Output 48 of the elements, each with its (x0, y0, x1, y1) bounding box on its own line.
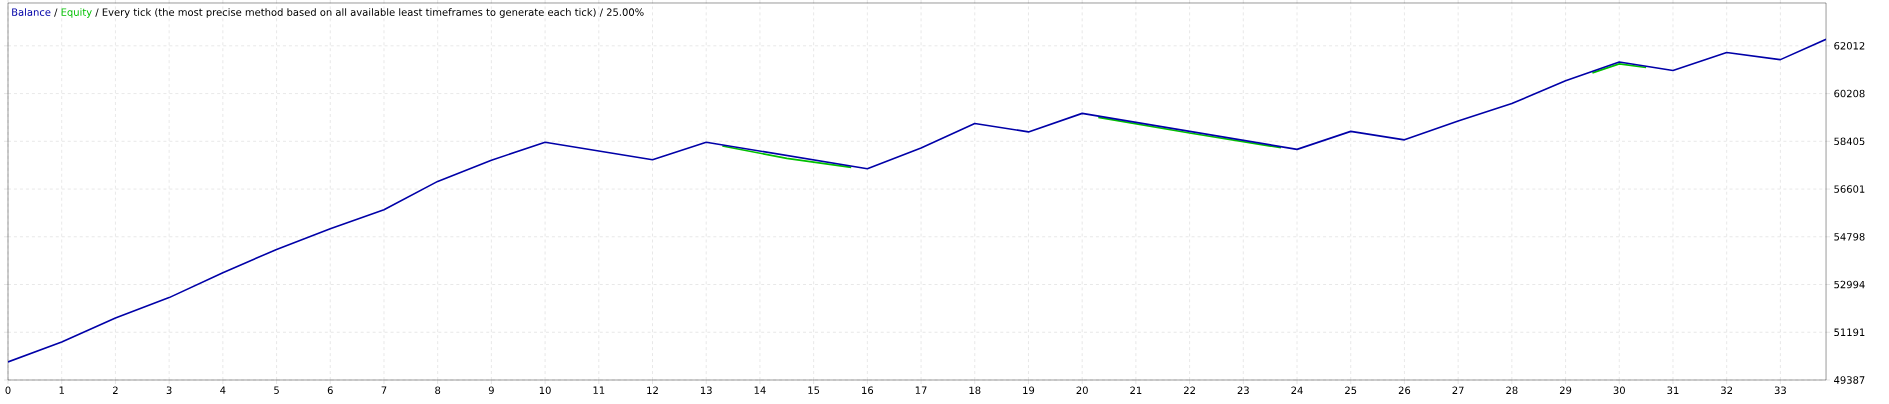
y-tick-label: 60208 (1834, 89, 1865, 98)
x-tick-label: 0 (5, 386, 11, 395)
line-series (8, 38, 1827, 363)
annotation: / (95, 8, 99, 17)
x-tick-label: 5 (274, 386, 279, 394)
x-tick-label: 13 (700, 386, 712, 395)
x-tick-label: 3 (166, 386, 172, 395)
x-tick-label: 19 (1023, 386, 1035, 395)
x-tick-label: 18 (969, 386, 981, 395)
x-tick-label: 9 (488, 386, 494, 395)
y-tick-label: 54798 (1834, 232, 1865, 241)
x-tick-label: 33 (1774, 386, 1786, 395)
x-tick-label: 30 (1613, 386, 1625, 395)
x-tick-label: 1 (59, 386, 64, 394)
text: Equity (61, 8, 92, 18)
x-tick-label: 28 (1506, 386, 1518, 395)
y-tick-label: 49387 (1834, 376, 1865, 384)
y-tick-label: 51191 (1834, 328, 1865, 337)
x-tick-label: 4 (220, 386, 226, 394)
x-tick-label: 22 (1183, 386, 1195, 394)
x-tick-label: 8 (435, 386, 441, 395)
x-tick-label: 24 (1291, 386, 1303, 394)
y-tick-label: 56601 (1834, 185, 1865, 193)
x-tick-label: 23 (1237, 386, 1249, 395)
x-tick-label: 21 (1130, 386, 1142, 394)
x-tick-label: 7 (381, 386, 387, 394)
y-tick-label: 62012 (1834, 42, 1865, 50)
y-tick-label: 52994 (1834, 280, 1865, 289)
x-tick-label: 15 (808, 386, 820, 394)
x-tick-label: 11 (593, 386, 605, 394)
x-tick-label: 16 (862, 386, 874, 395)
y-tick-label: 58405 (1834, 137, 1865, 146)
x-tick-label: 26 (1398, 386, 1411, 395)
x-tick-label: 25 (1345, 386, 1357, 395)
x-tick-label: 14 (754, 386, 766, 394)
text: Every tick (the most precise method based on all available least timeframes to generate each tick) / 25.00% (102, 8, 644, 18)
annotation: / (54, 8, 58, 17)
x-tick-label: 12 (647, 386, 658, 394)
x-tick-label: 17 (915, 386, 927, 394)
x-tick-label: 31 (1667, 386, 1679, 395)
text: Balance (12, 8, 51, 16)
x-tick-label: 2 (112, 386, 118, 394)
x-tick-label: 27 (1452, 386, 1464, 394)
x-tick-label: 10 (539, 386, 551, 395)
x-tick-label: 29 (1559, 386, 1572, 395)
x-tick-label: 32 (1721, 386, 1733, 395)
x-tick-label: 20 (1076, 386, 1088, 395)
x-tick-label: 6 (327, 386, 333, 395)
